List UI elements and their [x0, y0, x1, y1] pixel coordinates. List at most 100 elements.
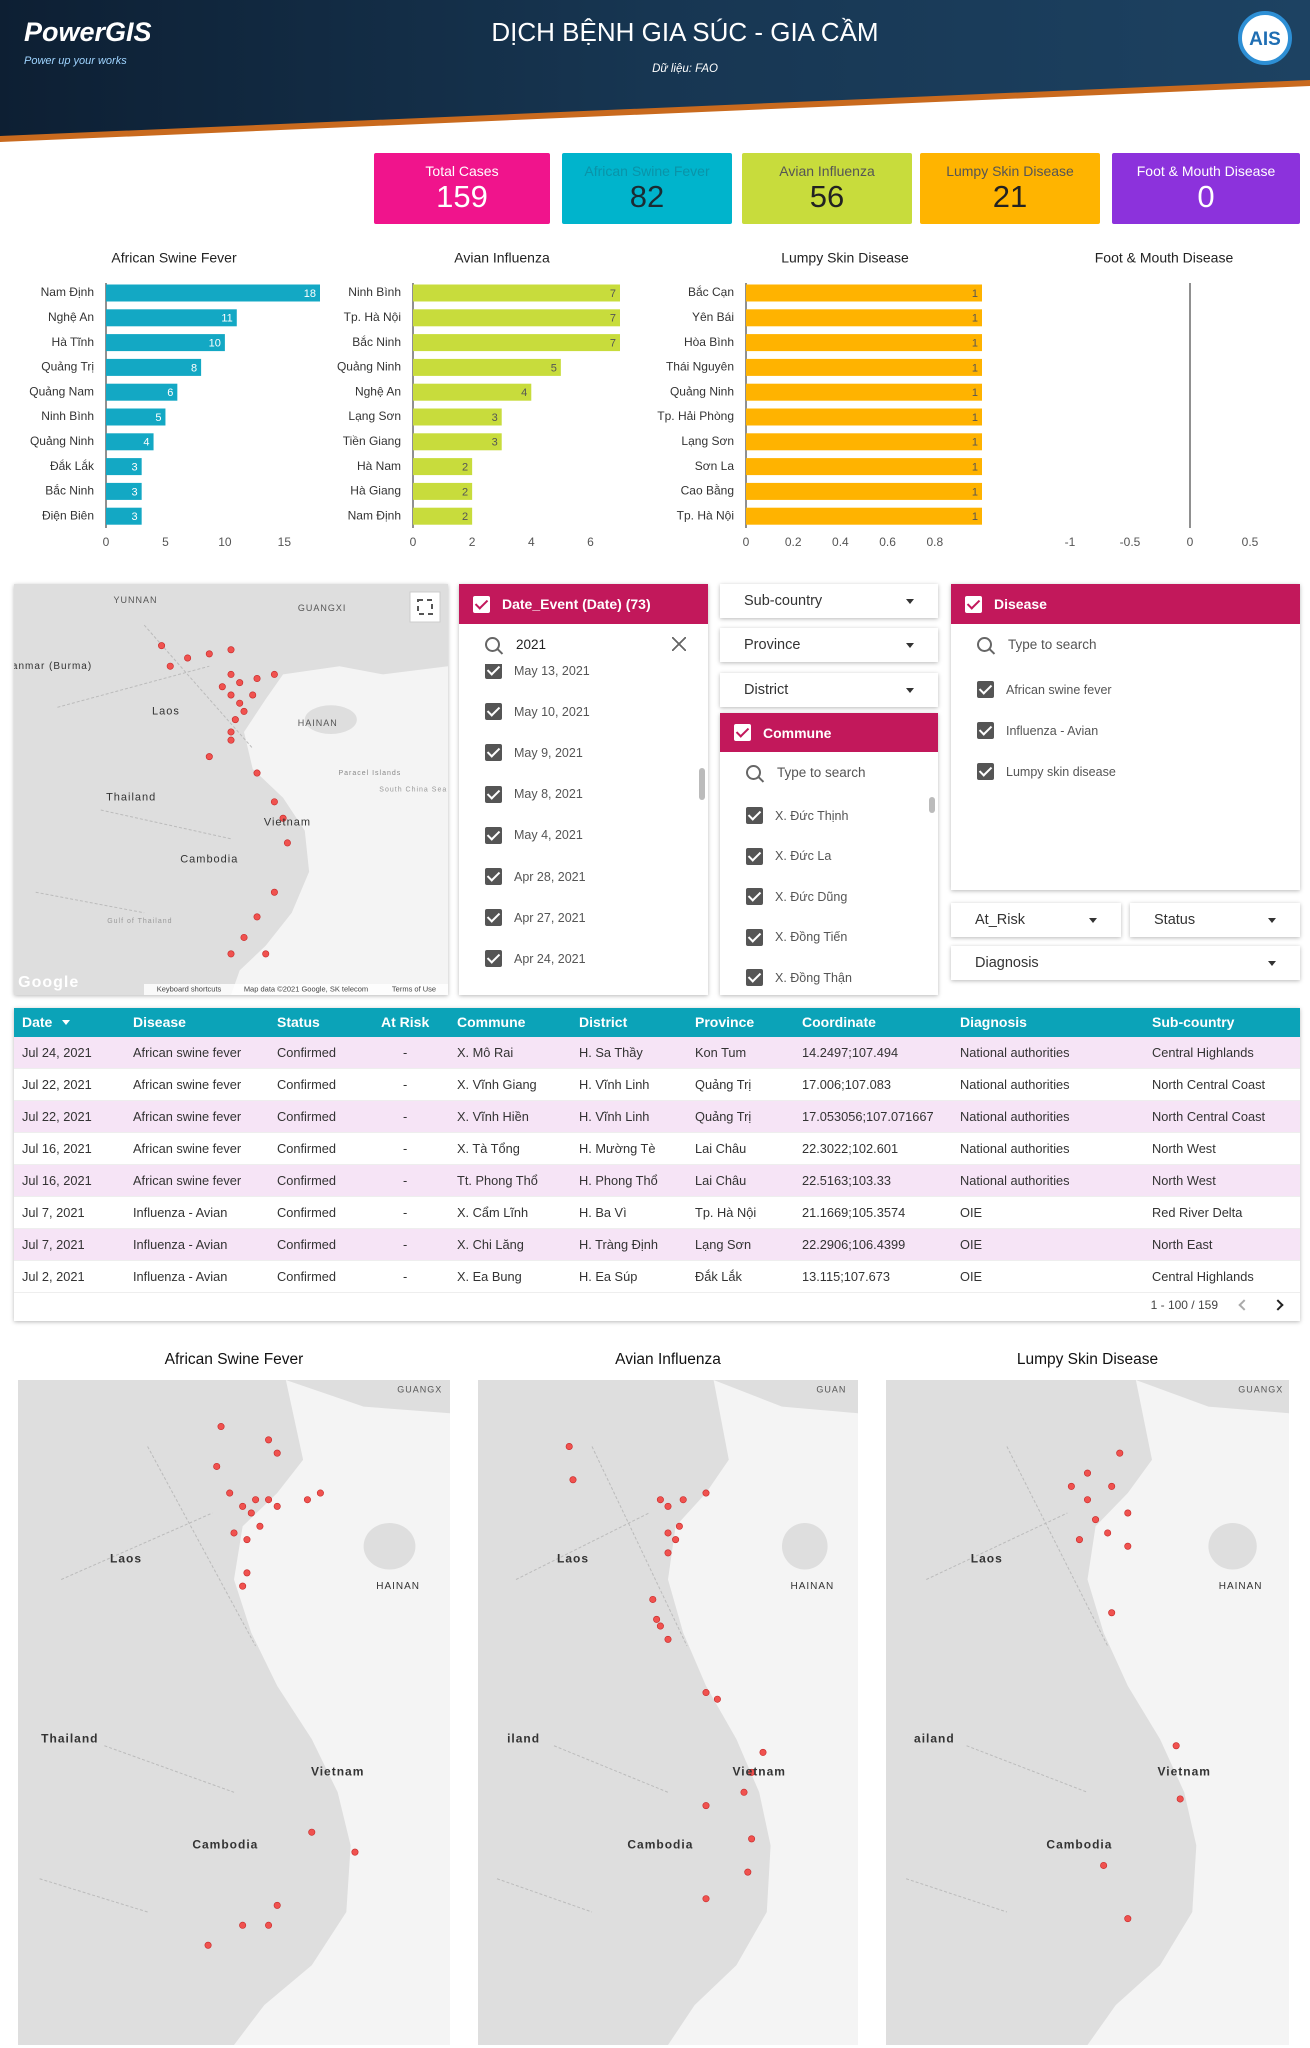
case-dot	[702, 1802, 710, 1810]
kpi-card: Lumpy Skin Disease 21	[920, 153, 1100, 224]
search-icon	[485, 636, 500, 652]
column-header[interactable]: Sub-country	[1152, 1014, 1235, 1030]
map-border	[57, 665, 210, 708]
map-label: Myanmar (Burma)	[14, 661, 92, 672]
column-header[interactable]: Coordinate	[802, 1014, 876, 1030]
column-header[interactable]: Commune	[457, 1014, 526, 1030]
date-search[interactable]: 2021	[459, 624, 708, 664]
dropdown[interactable]: District	[720, 673, 938, 707]
checkbox[interactable]	[485, 950, 502, 968]
overview-map[interactable]: YUNNANGUANGXIGUMyanmar (Burma)LaosHAINAN…	[14, 584, 448, 995]
disease-filter-header[interactable]: Disease	[951, 584, 1300, 624]
disease-search[interactable]: Type to search	[951, 624, 1300, 664]
case-dot	[249, 691, 257, 699]
checkbox[interactable]	[977, 681, 994, 698]
dropdown[interactable]: At_Risk	[951, 903, 1121, 937]
column-header[interactable]: Disease	[133, 1014, 186, 1030]
filter-option[interactable]: May 9, 2021	[485, 744, 685, 762]
checkbox[interactable]	[485, 909, 502, 927]
filter-option[interactable]: Apr 28, 2021	[485, 868, 685, 885]
filter-option[interactable]: African swine fever	[977, 681, 1277, 698]
checkbox[interactable]	[485, 744, 502, 762]
column-header[interactable]: District	[579, 1014, 628, 1030]
y-tick-label: Quảng Ninh	[30, 434, 94, 448]
checkbox[interactable]	[746, 807, 763, 824]
table-row: Jul 7, 2021 Influenza - Avian Confirmed - X.…	[14, 1229, 1300, 1261]
value-label: 4	[521, 387, 527, 399]
case-dot	[1172, 1742, 1180, 1750]
column-header[interactable]: Status	[277, 1014, 320, 1030]
filter-option[interactable]: X. Đồng Thận	[746, 969, 926, 987]
date-filter-header[interactable]: Date_Event (Date) (73)	[459, 584, 708, 624]
map-label: GUANGX	[397, 1384, 442, 1394]
filter-option[interactable]: May 8, 2021	[485, 785, 685, 803]
case-dot	[166, 662, 174, 670]
checkbox[interactable]	[746, 847, 763, 865]
dropdown[interactable]: Sub-country	[720, 584, 938, 618]
checkbox[interactable]	[746, 969, 763, 987]
checkbox[interactable]	[473, 595, 490, 613]
disease-map[interactable]: GUAN Laos HAINAN iland Vietnam Cambodia	[478, 1380, 858, 2045]
filter-option[interactable]: Apr 24, 2021	[485, 950, 685, 968]
filter-option[interactable]: X. Đồng Tiến	[746, 928, 926, 946]
map-border	[104, 1745, 235, 1793]
case-dot	[253, 769, 261, 777]
value-label: 4	[143, 437, 149, 449]
disease-map[interactable]: GUANGX Laos HAINAN ailand Vietnam Cambodia	[886, 1380, 1289, 2045]
pagination-text: 1 - 100 / 159	[1150, 1298, 1218, 1312]
checkbox[interactable]	[734, 724, 751, 741]
filter-option[interactable]: Apr 27, 2021	[485, 909, 685, 927]
filter-option[interactable]: X. Đức Dũng	[746, 888, 926, 906]
column-header[interactable]: Diagnosis	[960, 1014, 1027, 1030]
table-cell: Tp. Hà Nội	[695, 1205, 757, 1220]
checkbox[interactable]	[977, 722, 994, 739]
dropdown[interactable]: Province	[720, 628, 938, 662]
checkbox[interactable]	[746, 888, 763, 906]
checkbox[interactable]	[977, 763, 994, 780]
table-cell: North East	[1152, 1237, 1213, 1252]
checkbox[interactable]	[746, 928, 763, 946]
commune-search[interactable]: Type to search	[720, 752, 938, 792]
checkbox[interactable]	[485, 703, 502, 721]
kpi-value: 82	[629, 179, 665, 214]
column-header[interactable]: Province	[695, 1014, 755, 1030]
filter-option[interactable]: Influenza - Avian	[977, 722, 1277, 739]
scrollbar[interactable]	[699, 768, 705, 800]
table-cell: African swine fever	[133, 1141, 242, 1156]
value-label: 3	[132, 511, 138, 523]
checkbox[interactable]	[485, 868, 502, 885]
case-dot	[308, 1828, 316, 1836]
filter-option[interactable]: X. Đức Thịnh	[746, 807, 926, 824]
clear-search[interactable]	[672, 637, 686, 651]
column-header[interactable]: Date	[22, 1014, 53, 1030]
column-header[interactable]: At Risk	[381, 1014, 430, 1030]
prev-page[interactable]	[1238, 1299, 1250, 1311]
filter-option[interactable]: Lumpy skin disease	[977, 763, 1277, 780]
disease-map[interactable]: GUANGX Laos HAINAN Thailand Vietnam Cambodia	[18, 1380, 450, 2045]
filter-option[interactable]: May 13, 2021	[485, 664, 685, 679]
table-cell: Confirmed	[277, 1237, 337, 1252]
case-dot	[239, 1582, 247, 1590]
fullscreen-button[interactable]	[409, 591, 441, 623]
commune-filter-header[interactable]: Commune	[720, 713, 938, 752]
map-island	[782, 1522, 828, 1570]
table-cell: -	[403, 1173, 408, 1188]
dropdown[interactable]: Status	[1130, 903, 1300, 937]
checkbox[interactable]	[965, 595, 982, 613]
bar	[106, 458, 142, 476]
x-tick-label: 0.6	[879, 535, 896, 549]
dropdown[interactable]: Diagnosis	[951, 946, 1300, 980]
checkbox[interactable]	[485, 664, 502, 679]
table-cell: 21.1669;105.3574	[802, 1205, 906, 1220]
table-row: Jul 7, 2021 Influenza - Avian Confirmed - X.…	[14, 1197, 1300, 1229]
next-page[interactable]	[1272, 1299, 1284, 1311]
y-tick-label: Hà Nam	[357, 459, 401, 473]
y-tick-label: Hà Giang	[350, 484, 401, 498]
filter-option[interactable]: May 4, 2021	[485, 826, 685, 844]
checkbox[interactable]	[485, 826, 502, 844]
filter-option[interactable]: X. Đức La	[746, 847, 926, 865]
checkbox[interactable]	[485, 785, 502, 803]
table-cell: H. Sa Thầy	[579, 1045, 643, 1060]
filter-option[interactable]: May 10, 2021	[485, 703, 685, 721]
scrollbar[interactable]	[929, 797, 935, 813]
